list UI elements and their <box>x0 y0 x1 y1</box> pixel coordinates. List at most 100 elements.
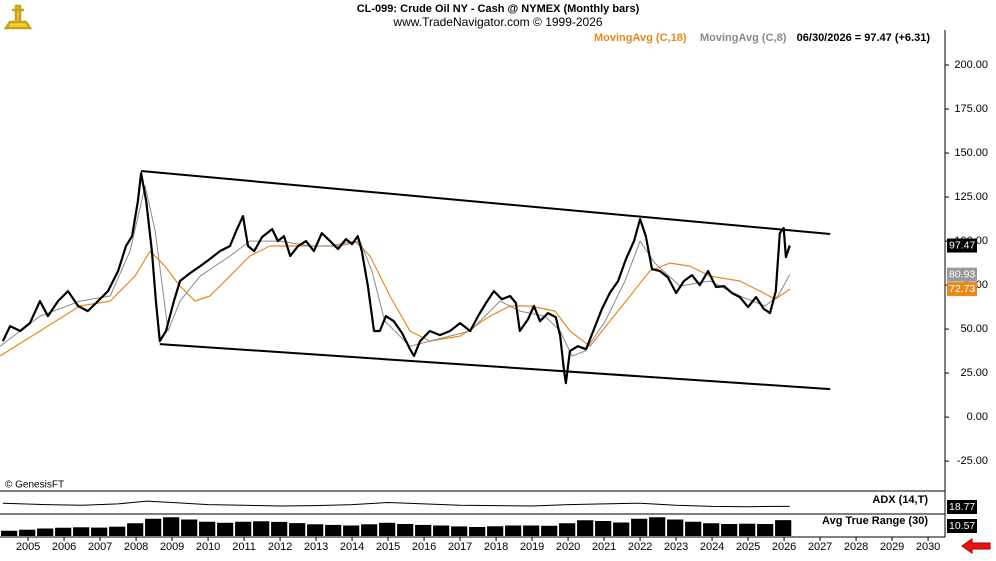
indicator-bar <box>595 521 612 536</box>
indicator-bar <box>559 523 576 536</box>
indicator-bar <box>469 527 486 536</box>
indicator-bar <box>37 528 54 536</box>
indicator-bar <box>649 517 666 536</box>
y-tick-label: 50.00 <box>960 323 988 335</box>
indicator-bar <box>55 527 72 536</box>
x-tick-label: 2029 <box>880 541 904 553</box>
value-label: 10.57 <box>949 520 975 532</box>
indicator-bar <box>343 525 360 536</box>
indicator-bar <box>127 523 144 536</box>
legend-entry: MovingAvg (C,18) <box>594 32 687 44</box>
indicator-bar <box>73 527 90 536</box>
indicator-bar <box>487 526 504 536</box>
x-tick-label: 2024 <box>700 541 724 553</box>
x-tick-label: 2012 <box>268 541 292 553</box>
indicator-bar <box>505 525 522 536</box>
price-line <box>0 240 791 357</box>
value-label-bg <box>947 282 977 297</box>
indicator-bar <box>757 524 774 536</box>
price-line <box>0 185 791 357</box>
indicator-bar <box>775 520 792 536</box>
x-tick-label: 2025 <box>736 541 760 553</box>
price-line <box>1 172 791 385</box>
indicator-bar <box>163 517 180 536</box>
indicator-name: Avg True Range (30) <box>822 515 928 527</box>
indicator-bar <box>541 525 558 536</box>
indicator-bar <box>271 521 288 536</box>
indicator-bar <box>91 527 108 536</box>
y-tick-label: -25.00 <box>957 455 988 467</box>
x-tick-label: 2008 <box>124 541 148 553</box>
x-tick-label: 2013 <box>304 541 328 553</box>
indicator-bar <box>379 522 396 536</box>
x-tick-label: 2007 <box>88 541 112 553</box>
credit: © GenesisFT <box>5 480 64 491</box>
chart-title: CL-099: Crude Oil NY - Cash @ NYMEX (Mon… <box>357 3 640 15</box>
indicator-bar <box>325 524 342 536</box>
indicator-bar <box>685 521 702 536</box>
x-tick-label: 2022 <box>628 541 652 553</box>
x-tick-label: 2005 <box>16 541 40 553</box>
y-tick-label: 0.00 <box>967 411 988 423</box>
indicator-name: ADX (14,T) <box>872 494 928 506</box>
value-label-bg <box>947 500 977 514</box>
status-text: 06/30/2026 = 97.47 (+6.31) <box>797 32 931 44</box>
value-label: 80.93 <box>949 268 975 280</box>
chart-subtitle: www.TradeNavigator.com © 1999-2026 <box>392 15 602 29</box>
indicator-bar <box>181 519 198 536</box>
x-tick-label: 2027 <box>808 541 832 553</box>
y-tick-label: 25.00 <box>960 367 988 379</box>
legend-entry: MovingAvg (C,8) <box>700 32 787 44</box>
indicator-bar <box>253 521 270 536</box>
indicator-line <box>2 500 790 508</box>
indicator-bar <box>703 523 720 536</box>
indicator-bar <box>739 523 756 536</box>
x-tick-label: 2030 <box>916 541 940 553</box>
indicator-bar <box>451 526 468 536</box>
x-tick-label: 2021 <box>592 541 616 553</box>
indicator-bar <box>289 523 306 536</box>
indicator-bar <box>235 521 252 536</box>
x-tick-label: 2019 <box>520 541 544 553</box>
x-tick-label: 2016 <box>412 541 436 553</box>
indicator-bar <box>217 522 234 536</box>
x-tick-label: 2023 <box>664 541 688 553</box>
x-tick-label: 2026 <box>772 541 796 553</box>
y-tick-label: 175.00 <box>954 103 988 115</box>
y-tick-label: 125.00 <box>954 191 988 203</box>
indicator-bar <box>1 530 18 536</box>
trendline <box>159 343 831 391</box>
logo <box>2 2 34 32</box>
indicator-bar <box>613 522 630 536</box>
value-label: 97.47 <box>949 239 975 251</box>
x-tick-label: 2009 <box>160 541 184 553</box>
indicator-bar <box>199 521 216 536</box>
indicator-bar <box>307 524 324 536</box>
trendline <box>141 170 831 235</box>
value-label: 18.77 <box>949 501 975 513</box>
x-tick-label: 2015 <box>376 541 400 553</box>
value-label: 72.73 <box>949 283 975 295</box>
x-tick-label: 2014 <box>340 541 364 553</box>
indicator-bar <box>523 525 540 536</box>
value-label-bg <box>947 267 977 282</box>
y-tick-label: 200.00 <box>954 59 988 71</box>
x-tick-label: 2006 <box>52 541 76 553</box>
x-tick-label: 2018 <box>484 541 508 553</box>
value-label-bg <box>947 519 977 533</box>
x-tick-label: 2017 <box>448 541 472 553</box>
x-tick-label: 2010 <box>196 541 220 553</box>
indicator-bar <box>19 529 36 536</box>
indicator-bar <box>631 518 648 536</box>
x-tick-label: 2020 <box>556 541 580 553</box>
indicator-bar <box>145 518 162 536</box>
x-tick-label: 2028 <box>844 541 868 553</box>
scroll-arrow[interactable] <box>961 538 991 554</box>
indicator-bar <box>397 524 414 536</box>
indicator-bar <box>361 524 378 536</box>
indicator-bar <box>667 519 684 536</box>
indicator-bar <box>721 524 738 536</box>
